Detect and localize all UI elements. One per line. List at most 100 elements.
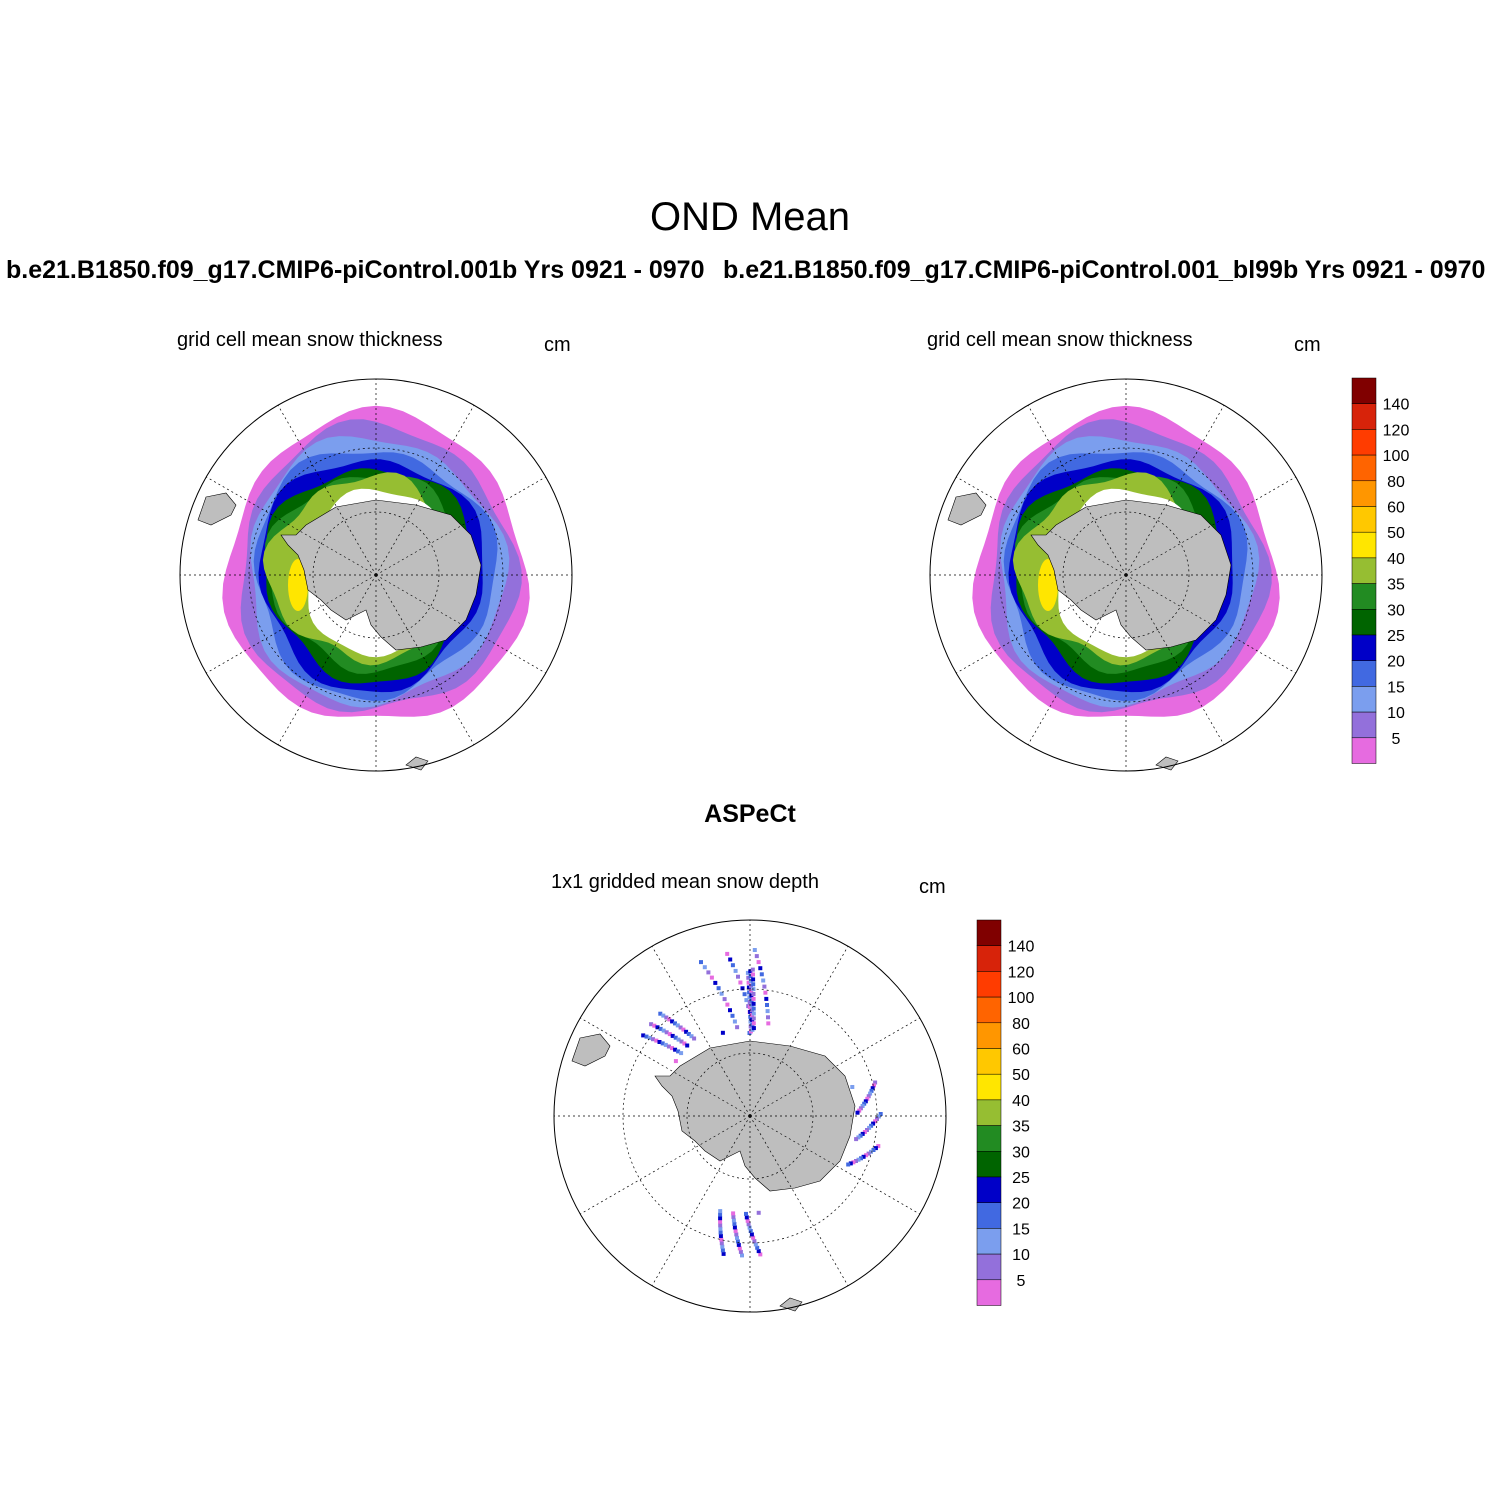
obs-map-track-cell-13 — [735, 1025, 740, 1030]
obs-map-track-cell-83 — [870, 1086, 875, 1091]
obs-map-latitude-circle-75 — [686, 1052, 814, 1180]
obs-colorbar-swatch-11 — [976, 1202, 1002, 1229]
right-colorbar-label-0: 140 — [1383, 397, 1410, 414]
obs-map-track-cell-10 — [728, 1008, 732, 1013]
obs-colorbar-label-0: 140 — [1008, 939, 1035, 956]
obs-map-track-cell-70 — [751, 982, 756, 987]
obs-map-track-cell-130 — [746, 1222, 751, 1227]
obs-map-track-cell-198 — [689, 1034, 694, 1039]
obs-map-track-cell-178 — [661, 1028, 666, 1033]
obs-map-track-cell-91 — [858, 1106, 863, 1111]
obs-map-track-cell-34 — [763, 990, 768, 995]
obs-map-track-cell-11 — [730, 1013, 735, 1018]
obs-map-track-cell-169 — [666, 1044, 671, 1049]
observations-polar-map — [553, 919, 947, 1313]
obs-map-track-cell-44 — [746, 985, 751, 990]
obs-map-new-zealand — [779, 1297, 803, 1312]
obs-map-track-cell-38 — [766, 1015, 770, 1020]
obs-map-track-cell-8 — [722, 997, 727, 1002]
obs-map-track-cell-135 — [738, 1249, 743, 1254]
obs-map-track-cell-80 — [850, 1085, 855, 1089]
obs-map-track-cell-186 — [685, 1043, 690, 1048]
obs-colorbar-label-11: 15 — [1012, 1221, 1030, 1238]
obs-map-track-cell-120 — [756, 1210, 761, 1215]
obs-map-track-cell-96 — [875, 1117, 879, 1121]
left-panel-run-title: b.e21.B1850.f09_g17.CMIP6-piControl.001b… — [6, 256, 705, 284]
left-map-latitude-circle-75 — [312, 511, 440, 639]
obs-map-track-cell-60 — [749, 998, 754, 1003]
obs-map-track-cell-194 — [678, 1025, 683, 1030]
right-colorbar-swatch-5 — [1351, 506, 1377, 533]
obs-map-track-cell-172 — [676, 1049, 681, 1054]
obs-map-track-cell-164 — [651, 1037, 655, 1042]
obs-map-track-cell-36 — [765, 1003, 769, 1007]
obs-map-track-cell-177 — [658, 1026, 663, 1031]
obs-colorbar-label-10: 20 — [1012, 1196, 1030, 1213]
obs-map-track-cell-43 — [746, 980, 751, 985]
obs-map-track-cell-125 — [752, 1239, 757, 1244]
right-colorbar-swatch-12 — [1351, 686, 1377, 713]
obs-map-track-cell-111 — [866, 1151, 871, 1156]
obs-map-track-cell-37 — [765, 1009, 770, 1014]
left-map-south-america — [197, 492, 237, 526]
right-colorbar-swatch-9 — [1351, 609, 1377, 636]
obs-colorbar-label-6: 40 — [1012, 1093, 1030, 1110]
obs-map-track-cell-166 — [657, 1040, 662, 1044]
right-colorbar-swatch-1 — [1351, 403, 1377, 430]
obs-map-track-cell-28 — [754, 954, 759, 959]
right-colorbar-label-7: 35 — [1387, 577, 1405, 594]
obs-map-track-cell-7 — [719, 991, 724, 996]
obs-map-track-cell-27 — [752, 948, 757, 952]
obs-map-track-cell-78 — [751, 1021, 756, 1026]
left-panel-subtitle: grid cell mean snow thickness — [177, 329, 443, 351]
left-map-snow-yellow-patch — [288, 559, 308, 611]
obs-map-track-cell-30 — [758, 966, 763, 971]
obs-map-track-cell-22 — [744, 998, 749, 1003]
obs-map-track-cell-85 — [868, 1091, 873, 1096]
left-polar-map — [179, 378, 573, 772]
obs-map-track-cell-6 — [716, 986, 721, 991]
obs-map-track-cell-33 — [762, 984, 767, 989]
obs-map-track-cell-173 — [679, 1051, 684, 1056]
right-map-snow-yellow-patch — [1038, 559, 1058, 611]
obs-map-track-cell-89 — [862, 1101, 867, 1106]
obs-map-track-cell-195 — [681, 1027, 686, 1032]
obs-map-track-cell-54 — [748, 969, 753, 974]
observations-subtitle: 1x1 gridded mean snow depth — [551, 871, 819, 893]
obs-colorbar-swatch-0 — [976, 919, 1002, 946]
obs-map-track-cell-76 — [751, 1011, 756, 1016]
right-colorbar: 140 120 100 80 60 50 40 35 30 25 20 15 10 5 — [1351, 377, 1410, 764]
obs-map-track-cell-128 — [748, 1229, 753, 1233]
right-colorbar-swatch-7 — [1351, 557, 1377, 584]
obs-map-track-cell-110 — [869, 1149, 873, 1154]
obs-map-track-cell-170 — [670, 1046, 674, 1051]
obs-map-track-cell-149 — [720, 1244, 725, 1249]
obs-colorbar-swatch-8 — [976, 1125, 1002, 1152]
obs-map-track-cell-1 — [699, 960, 703, 965]
obs-map-track-cell-81 — [873, 1080, 878, 1085]
obs-map-track-cell-187 — [658, 1011, 663, 1016]
obs-map-track-cell-123 — [755, 1245, 760, 1250]
obs-map-track-cell-138 — [735, 1239, 740, 1244]
obs-colorbar-swatch-9 — [976, 1151, 1002, 1178]
right-colorbar-label-9: 25 — [1387, 628, 1405, 645]
obs-map-track-cell-154 — [718, 1226, 723, 1231]
obs-map-track-cell-184 — [679, 1039, 684, 1044]
obs-map-track-cell-45 — [747, 990, 752, 995]
obs-map-track-cell-152 — [718, 1234, 723, 1238]
obs-map-track-cell-99 — [869, 1123, 874, 1128]
obs-map-track-cell-5 — [713, 980, 718, 985]
right-colorbar-label-12: 10 — [1387, 705, 1405, 722]
right-colorbar-label-10: 20 — [1387, 654, 1405, 671]
right-colorbar-swatch-8 — [1351, 583, 1377, 610]
obs-map-track-cell-124 — [753, 1242, 758, 1247]
obs-colorbar-swatch-14 — [976, 1279, 1002, 1306]
obs-map-track-cell-17 — [733, 968, 738, 973]
obs-map-track-cell-146 — [731, 1211, 736, 1216]
obs-map-track-cell-77 — [751, 1016, 756, 1021]
obs-map-track-cell-73 — [751, 996, 756, 1001]
obs-map-track-cell-133 — [744, 1211, 748, 1216]
obs-map-track-cell-136 — [737, 1246, 742, 1251]
obs-map-track-cell-160 — [673, 1059, 678, 1064]
obs-colorbar-swatch-2 — [976, 971, 1002, 998]
